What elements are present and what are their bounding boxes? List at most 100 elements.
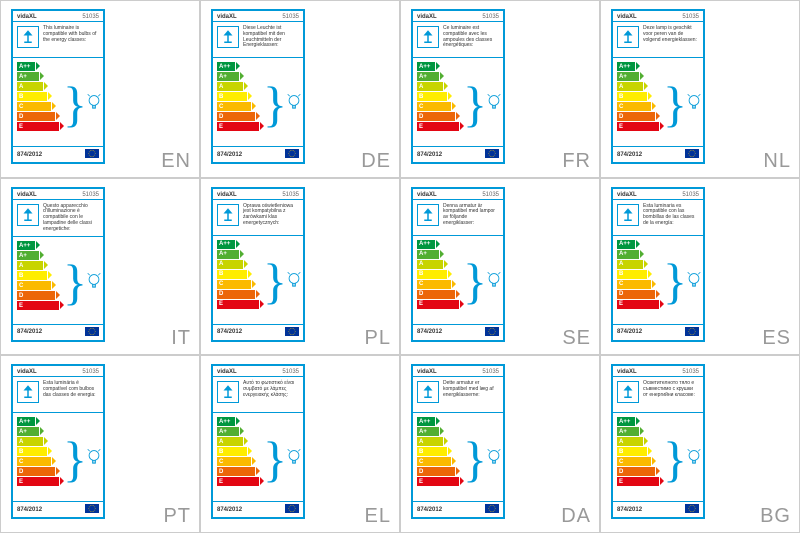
energy-bar-label: A+: [219, 74, 227, 80]
energy-bar: A++: [17, 241, 35, 250]
energy-bar-label: C: [619, 459, 623, 465]
energy-bar: B: [217, 270, 247, 279]
energy-bar: D: [617, 467, 655, 476]
bulb-icon: [87, 417, 101, 501]
energy-bar: B: [617, 270, 647, 279]
card-footer: 874/2012: [413, 146, 503, 162]
chart-row: A++A+ABCDE}: [613, 413, 703, 501]
energy-bar-label: A++: [19, 64, 30, 70]
description-row: Denna armatur är kompatibel med lampor a…: [413, 200, 503, 236]
energy-bar-label: D: [619, 114, 623, 120]
regulation-text: 874/2012: [217, 152, 242, 158]
energy-bar: C: [217, 280, 251, 289]
energy-bar-label: A++: [19, 243, 30, 249]
energy-bar-label: C: [219, 104, 223, 110]
energy-bar: D: [417, 112, 455, 121]
energy-bars: A++A+ABCDE: [17, 62, 59, 146]
language-code: BG: [760, 505, 791, 528]
chart-row: A++A+ABCDE}: [413, 413, 503, 501]
energy-card: vidaXL51035Esta luminária é compatível c…: [11, 364, 105, 519]
regulation-text: 874/2012: [617, 329, 642, 335]
card-header: vidaXL51035: [13, 366, 103, 377]
energy-bar-label: D: [219, 469, 223, 475]
description-row: Esta luminária é compatível com bulbos d…: [13, 377, 103, 413]
regulation-text: 874/2012: [617, 152, 642, 158]
energy-bar-label: A: [19, 263, 23, 269]
description-row: Dette armatur er kompatibel med læg af e…: [413, 377, 503, 413]
energy-bar: A: [17, 261, 43, 270]
chart-row: A++A+ABCDE}: [13, 58, 103, 146]
card-header: vidaXL51035: [613, 189, 703, 200]
product-code: 51035: [282, 14, 299, 20]
energy-bar-label: A: [219, 84, 223, 90]
card-header: vidaXL 51035: [613, 366, 703, 377]
language-code: IT: [171, 327, 191, 350]
eu-flag-icon: [485, 149, 499, 160]
energy-card: vidaXL51035Deze lamp is geschikt voor pe…: [611, 9, 705, 164]
energy-bar-label: C: [419, 459, 423, 465]
card-footer: 874/2012: [613, 501, 703, 517]
brand-text: vidaXL: [617, 192, 637, 198]
energy-bar: E: [217, 300, 259, 309]
lamp-icon: [417, 381, 439, 403]
regulation-text: 874/2012: [17, 507, 42, 513]
bulb-icon: [287, 417, 301, 501]
energy-bar: A: [217, 260, 243, 269]
regulation-text: 874/2012: [217, 329, 242, 335]
energy-bar-label: A+: [219, 429, 227, 435]
energy-bar: A+: [217, 72, 239, 81]
energy-bar-label: B: [419, 449, 423, 455]
energy-bar: A: [617, 82, 643, 91]
brand-text: vidaXL: [617, 369, 637, 375]
description-text: Осветителното тяло е съвместимо с крушки…: [643, 381, 699, 408]
energy-bar-label: A++: [419, 419, 430, 425]
energy-bar: A+: [617, 72, 639, 81]
chart-row: A++A+ABCDE}: [613, 236, 703, 324]
card-header: vidaXL51035: [13, 189, 103, 200]
energy-card: vidaXL51035 Αυτό το φωτιστικό είναι συμβα…: [211, 364, 305, 519]
lamp-icon: [417, 204, 439, 226]
energy-bar-label: B: [619, 449, 623, 455]
energy-bar: A: [617, 437, 643, 446]
energy-bar: C: [417, 102, 451, 111]
energy-bar: B: [17, 271, 47, 280]
card-header: vidaXL51035: [13, 11, 103, 22]
chart-row: A++A+ABCDE}: [13, 237, 103, 323]
lamp-icon: [217, 26, 239, 48]
energy-card: vidaXL51035Oprawa oświetleniowa jest kom…: [211, 187, 305, 342]
brace-icon: }: [463, 62, 487, 146]
energy-bar: A+: [17, 427, 39, 436]
energy-bar-label: C: [619, 104, 623, 110]
card-header: vidaXL51035: [413, 189, 503, 200]
energy-bar: A++: [17, 417, 35, 426]
energy-bar: C: [617, 102, 651, 111]
energy-bar-label: D: [619, 291, 623, 297]
energy-bar: A+: [617, 250, 639, 259]
energy-card: vidaXL51035Questo apparecchio d'illumina…: [11, 187, 105, 342]
chart-row: A++A+ABCDE}: [213, 58, 303, 146]
description-text: Αυτό το φωτιστικό είναι συμβατό με λάμπε…: [243, 381, 299, 408]
energy-bars: A++A+ABCDE: [217, 240, 259, 324]
product-code: 51035: [482, 14, 499, 20]
energy-bars: A++A+ABCDE: [417, 62, 459, 146]
lamp-icon: [17, 204, 39, 226]
chart-row: A++A+ABCDE}: [13, 413, 103, 501]
energy-bar-label: B: [219, 271, 223, 277]
card-header: vidaXL51035: [213, 366, 303, 377]
energy-bar-label: C: [419, 281, 423, 287]
product-code: 51035: [282, 369, 299, 375]
energy-bar-label: D: [219, 114, 223, 120]
card-footer: 874/2012: [413, 501, 503, 517]
card-footer: 874/2012: [613, 146, 703, 162]
lamp-icon: [617, 26, 639, 48]
eu-flag-icon: [685, 149, 699, 160]
energy-bar-label: A+: [419, 429, 427, 435]
eu-flag-icon: [85, 504, 99, 515]
product-code: 51035: [682, 369, 699, 375]
product-code: 51035: [82, 14, 99, 20]
energy-bar-label: E: [19, 303, 23, 309]
energy-bar: A++: [17, 62, 35, 71]
energy-bar-label: B: [19, 94, 23, 100]
language-code: DA: [561, 505, 591, 528]
eu-flag-icon: [485, 504, 499, 515]
